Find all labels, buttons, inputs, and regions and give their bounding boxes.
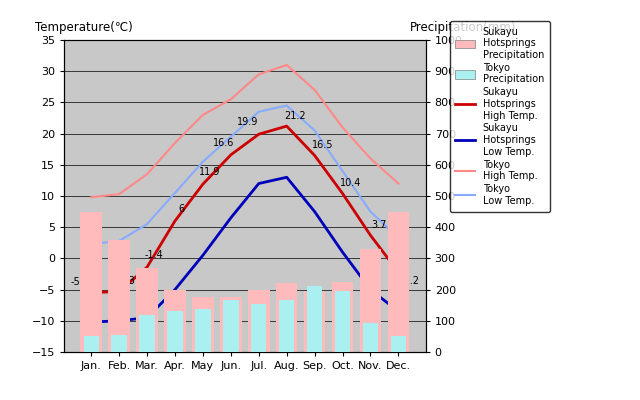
Bar (360, 249, 381, 352)
Bar (307, 286, 323, 352)
Bar (251, 304, 266, 352)
Bar (248, 290, 269, 352)
Bar (223, 300, 239, 352)
Bar (81, 212, 102, 352)
Text: 6: 6 (179, 204, 185, 214)
Text: 21.2: 21.2 (284, 110, 306, 120)
Bar (164, 290, 186, 352)
Text: 19.9: 19.9 (237, 117, 259, 127)
Text: Temperature(℃): Temperature(℃) (35, 21, 133, 34)
Text: -1.4: -1.4 (145, 250, 163, 260)
Bar (335, 290, 350, 352)
Bar (136, 268, 158, 352)
Bar (192, 298, 214, 352)
Text: -2.2: -2.2 (400, 276, 419, 286)
Bar (108, 240, 130, 352)
Text: -5.3: -5.3 (116, 276, 136, 286)
Bar (111, 334, 127, 352)
Text: 10.4: 10.4 (340, 178, 362, 188)
Bar (304, 291, 325, 352)
Text: -5.5: -5.5 (70, 277, 90, 287)
Text: 16.5: 16.5 (312, 140, 333, 150)
Bar (195, 309, 211, 352)
Legend: Sukayu
Hotsprings
Precipitation, Tokyo
Precipitation, Sukayu
Hotsprings
High Tem: Sukayu Hotsprings Precipitation, Tokyo P… (450, 21, 550, 212)
Bar (276, 283, 298, 352)
Text: 3.7: 3.7 (371, 220, 387, 230)
Bar (167, 312, 182, 352)
Text: 16.6: 16.6 (213, 138, 235, 148)
Bar (220, 298, 241, 352)
Text: Precipitation(mm): Precipitation(mm) (410, 21, 516, 34)
Text: 11.9: 11.9 (199, 167, 221, 177)
Bar (279, 300, 294, 352)
Bar (140, 316, 155, 352)
Bar (332, 282, 353, 352)
Bar (388, 212, 409, 352)
Bar (363, 323, 378, 352)
Bar (83, 336, 99, 352)
Bar (391, 336, 406, 352)
